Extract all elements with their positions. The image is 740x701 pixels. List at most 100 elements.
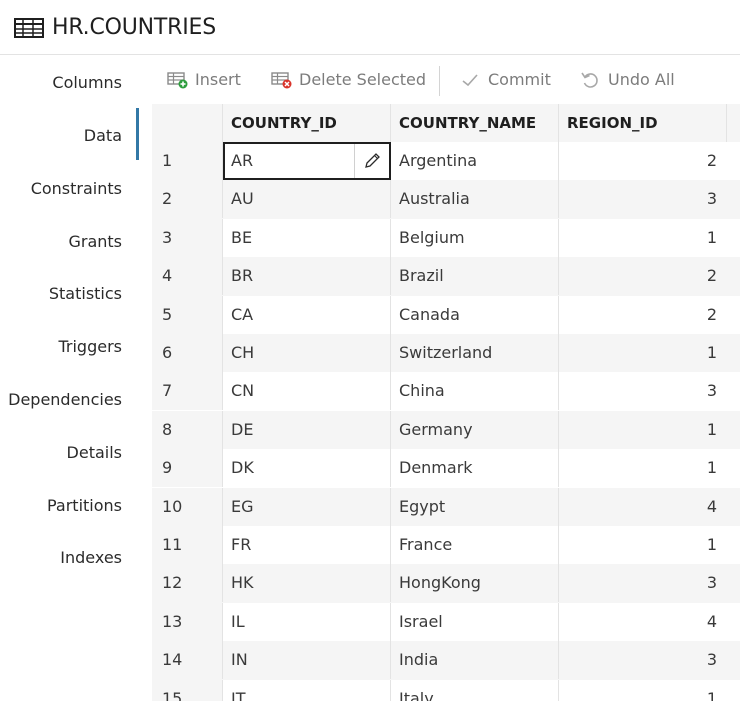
table-row[interactable]: 2 AU Australia 3 <box>152 180 740 219</box>
cell-country-id[interactable]: DE <box>223 410 391 449</box>
table-row[interactable]: 13 IL Israel 4 <box>152 602 740 641</box>
cell-country-id[interactable]: AU <box>223 180 391 219</box>
table-row[interactable]: 3 BE Belgium 1 <box>152 218 740 257</box>
sidebar: Columns Data Constraints Grants Statisti… <box>0 56 140 701</box>
cell-country-name[interactable]: India <box>391 641 559 680</box>
column-header-region-id[interactable]: REGION_ID <box>559 104 727 142</box>
sidebar-item-partitions[interactable]: Partitions <box>46 496 122 515</box>
column-header-country-name[interactable]: COUNTRY_NAME <box>391 104 559 142</box>
cell-region-id[interactable]: 2 <box>706 151 717 170</box>
cell-editor[interactable]: AR <box>223 142 391 180</box>
row-number: 7 <box>152 372 223 411</box>
cell-region-id[interactable]: 1 <box>706 458 717 478</box>
cell-country-name[interactable]: Israel <box>391 602 559 641</box>
cell-country-id[interactable]: FR <box>223 526 391 564</box>
table-row[interactable]: 1 AR Argentina 2 <box>152 142 740 180</box>
cell-country-name[interactable]: Brazil <box>391 257 559 296</box>
cell-country-id[interactable]: BE <box>223 218 391 257</box>
sidebar-item-dependencies[interactable]: Dependencies <box>8 390 122 409</box>
grid-header: COUNTRY_ID COUNTRY_NAME REGION_ID <box>152 104 740 142</box>
undo-all-button[interactable]: Undo All <box>580 68 690 92</box>
row-number: 13 <box>152 602 223 641</box>
cell-region-id[interactable]: 3 <box>706 381 717 401</box>
title-bar: HR.COUNTRIES <box>0 0 740 55</box>
table-row[interactable]: 8 DE Germany 1 <box>152 410 740 450</box>
insert-button[interactable]: Insert <box>167 68 257 92</box>
cell-region-id[interactable]: 1 <box>706 688 717 701</box>
cell-country-id[interactable]: CA <box>223 295 391 334</box>
sidebar-item-indexes[interactable]: Indexes <box>60 548 122 567</box>
cell-country-id[interactable]: IT <box>223 679 391 701</box>
cell-country-name[interactable]: HongKong <box>391 564 559 603</box>
cell-region-id[interactable]: 3 <box>706 189 717 209</box>
row-number-header <box>152 104 223 142</box>
cell-region-id[interactable]: 4 <box>706 611 717 631</box>
cell-country-name[interactable]: Italy <box>391 679 559 701</box>
row-number: 9 <box>152 449 223 488</box>
table-row[interactable]: 10 EG Egypt 4 <box>152 487 740 526</box>
cell-country-name[interactable]: Canada <box>391 295 559 334</box>
table-row[interactable]: 7 CN China 3 <box>152 372 740 411</box>
table-row[interactable]: 4 BR Brazil 2 <box>152 257 740 296</box>
row-number: 2 <box>152 180 223 219</box>
row-number: 4 <box>152 257 223 296</box>
data-grid: COUNTRY_ID COUNTRY_NAME REGION_ID 1 AR A… <box>152 104 740 701</box>
sidebar-active-indicator <box>136 108 139 160</box>
sidebar-item-details[interactable]: Details <box>66 443 122 462</box>
cell-country-id[interactable]: EG <box>223 487 391 526</box>
cell-region-id[interactable]: 2 <box>706 304 717 324</box>
cell-country-name[interactable]: Switzerland <box>391 334 559 372</box>
table-row[interactable]: 11 FR France 1 <box>152 526 740 564</box>
pencil-icon <box>365 153 380 168</box>
row-number: 1 <box>152 142 223 180</box>
cell-region-id[interactable]: 3 <box>706 573 717 593</box>
cell-country-name[interactable]: Australia <box>391 180 559 219</box>
cell-region-id[interactable]: 1 <box>706 343 717 362</box>
cell-country-name[interactable]: Belgium <box>391 218 559 257</box>
cell-country-name[interactable]: Denmark <box>391 449 559 488</box>
sidebar-item-data[interactable]: Data <box>83 126 122 145</box>
cell-region-id[interactable]: 4 <box>706 496 717 516</box>
cell-country-name[interactable]: Argentina <box>391 142 559 180</box>
table-icon <box>14 18 44 38</box>
cell-region-id[interactable]: 1 <box>706 419 717 439</box>
insert-row-icon <box>167 72 188 89</box>
cell-country-name[interactable]: Germany <box>391 410 559 449</box>
commit-button[interactable]: Commit <box>460 68 560 92</box>
sidebar-item-statistics[interactable]: Statistics <box>48 284 122 303</box>
cell-country-id[interactable]: IN <box>223 641 391 680</box>
table-row[interactable]: 15 IT Italy 1 <box>152 679 740 701</box>
table-row[interactable]: 9 DK Denmark 1 <box>152 449 740 488</box>
delete-selected-button[interactable]: Delete Selected <box>271 68 431 92</box>
cell-country-name[interactable]: Egypt <box>391 487 559 526</box>
cell-country-id[interactable]: BR <box>223 257 391 296</box>
cell-country-name[interactable]: France <box>391 526 559 564</box>
row-number: 3 <box>152 218 223 257</box>
sidebar-item-triggers[interactable]: Triggers <box>58 337 122 356</box>
cell-country-id[interactable]: IL <box>223 602 391 641</box>
cell-country-id[interactable]: CH <box>223 334 391 372</box>
edit-cell-button[interactable] <box>354 144 389 178</box>
table-row[interactable]: 12 HK HongKong 3 <box>152 564 740 603</box>
sidebar-item-grants[interactable]: Grants <box>68 232 122 251</box>
cell-country-id[interactable]: CN <box>223 372 391 411</box>
cell-region-id[interactable]: 1 <box>706 535 717 554</box>
cell-country-id[interactable]: AR <box>231 151 254 170</box>
table-row[interactable]: 6 CH Switzerland 1 <box>152 334 740 373</box>
cell-region-id[interactable]: 3 <box>706 650 717 670</box>
page-title: HR.COUNTRIES <box>52 15 216 40</box>
sidebar-item-columns[interactable]: Columns <box>52 73 122 92</box>
sidebar-item-constraints[interactable]: Constraints <box>30 179 122 198</box>
cell-region-id[interactable]: 1 <box>706 227 717 247</box>
cell-region-id[interactable]: 2 <box>706 266 717 286</box>
column-header-country-id[interactable]: COUNTRY_ID <box>223 104 391 142</box>
cell-country-id[interactable]: HK <box>223 564 391 603</box>
delete-row-icon <box>271 72 292 89</box>
row-number: 14 <box>152 641 223 680</box>
table-row[interactable]: 14 IN India 3 <box>152 641 740 680</box>
row-number: 8 <box>152 410 223 449</box>
cell-country-id[interactable]: DK <box>223 449 391 488</box>
row-number: 11 <box>152 526 223 564</box>
table-row[interactable]: 5 CA Canada 2 <box>152 295 740 334</box>
cell-country-name[interactable]: China <box>391 372 559 411</box>
